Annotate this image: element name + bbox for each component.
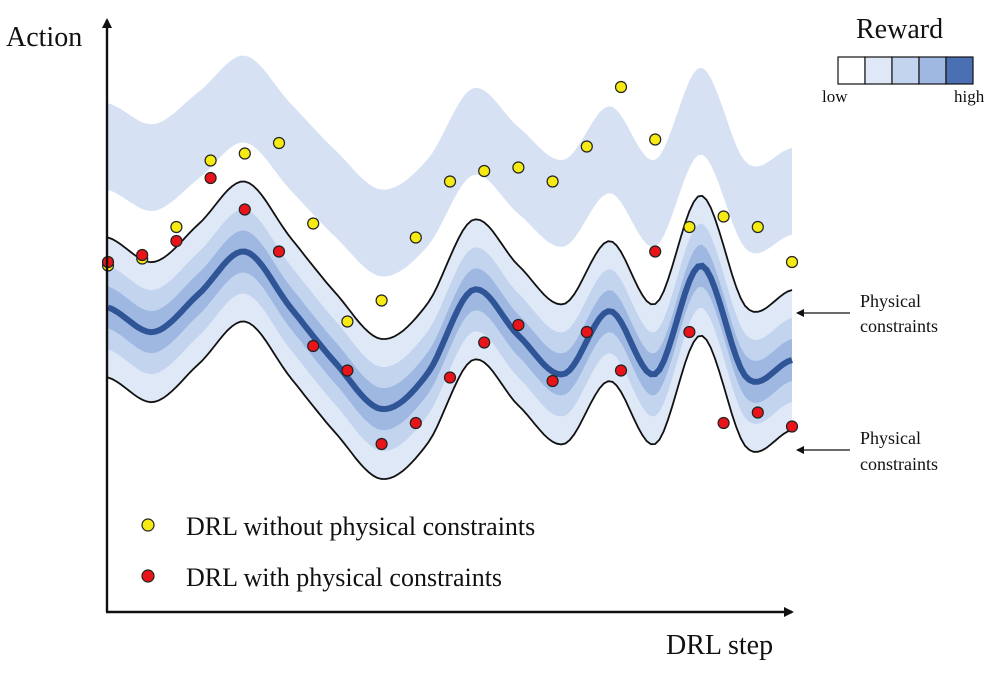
point-with-constraints bbox=[614, 364, 628, 377]
point-with-constraints bbox=[409, 416, 422, 430]
point-with-constraints bbox=[785, 420, 799, 433]
reward-swatch bbox=[918, 56, 947, 85]
x-axis-label: DRL step bbox=[666, 630, 773, 661]
point-without-constraints bbox=[785, 255, 799, 269]
legend-red-dot bbox=[141, 569, 155, 583]
point-without-constraints bbox=[683, 220, 696, 234]
y-axis-label: Action bbox=[6, 22, 82, 53]
unconstrained-action-band bbox=[108, 55, 792, 277]
point-without-constraints bbox=[341, 315, 354, 328]
point-with-constraints bbox=[307, 339, 320, 353]
point-with-constraints bbox=[649, 245, 662, 258]
reward-legend-low: low bbox=[822, 87, 848, 106]
point-without-constraints bbox=[375, 294, 388, 307]
legend-with-label: DRL with physical constraints bbox=[186, 563, 502, 592]
legend-without-label: DRL without physical constraints bbox=[186, 512, 535, 541]
point-with-constraints bbox=[717, 416, 730, 430]
point-without-constraints bbox=[751, 220, 764, 234]
point-without-constraints bbox=[409, 231, 422, 244]
reward-swatch bbox=[891, 56, 920, 85]
point-without-constraints bbox=[238, 147, 251, 160]
point-with-constraints bbox=[204, 171, 217, 185]
point-with-constraints bbox=[136, 248, 149, 262]
points-without-constraints bbox=[101, 80, 799, 328]
point-without-constraints bbox=[170, 220, 183, 234]
point-without-constraints bbox=[478, 164, 491, 178]
upper-constraint-label-line2: constraints bbox=[860, 316, 938, 336]
point-with-constraints bbox=[170, 234, 183, 248]
point-without-constraints bbox=[204, 154, 217, 167]
upper-physical-constraint-line bbox=[107, 180, 793, 340]
point-with-constraints bbox=[683, 325, 696, 339]
point-without-constraints bbox=[717, 210, 730, 223]
reward-legend: Reward low high bbox=[822, 14, 985, 106]
point-with-constraints bbox=[272, 245, 286, 258]
upper-constraint-annotation: Physical constraints bbox=[796, 291, 938, 336]
reward-swatches bbox=[837, 56, 974, 85]
point-with-constraints bbox=[546, 374, 559, 388]
point-with-constraints bbox=[512, 318, 525, 332]
reward-swatch bbox=[837, 56, 866, 85]
lower-physical-constraint-line bbox=[107, 320, 793, 480]
optimal-action-line bbox=[106, 248, 793, 412]
reward-swatch bbox=[864, 56, 893, 85]
upper-constraint-label-line1: Physical bbox=[860, 291, 921, 311]
point-with-constraints bbox=[443, 371, 457, 384]
point-without-constraints bbox=[546, 175, 559, 188]
point-with-constraints bbox=[580, 325, 593, 339]
reward-legend-title: Reward bbox=[856, 14, 943, 45]
points-legend: DRL without physical constraints DRL wit… bbox=[141, 512, 535, 592]
point-with-constraints bbox=[478, 336, 491, 349]
reward-swatch bbox=[945, 56, 974, 85]
point-without-constraints bbox=[443, 175, 457, 188]
points-with-constraints bbox=[101, 171, 799, 451]
point-without-constraints bbox=[272, 136, 286, 150]
lower-constraint-label-line2: constraints bbox=[860, 454, 938, 474]
point-without-constraints bbox=[512, 161, 525, 174]
point-with-constraints bbox=[751, 406, 764, 419]
lower-constraint-label-line1: Physical bbox=[860, 428, 921, 448]
point-with-constraints bbox=[375, 437, 388, 451]
legend-yellow-dot bbox=[141, 518, 155, 532]
point-without-constraints bbox=[307, 217, 320, 230]
reward-legend-high: high bbox=[954, 87, 985, 106]
point-without-constraints bbox=[580, 140, 593, 153]
point-without-constraints bbox=[649, 133, 662, 146]
point-with-constraints bbox=[341, 364, 354, 377]
point-with-constraints bbox=[238, 203, 251, 216]
point-without-constraints bbox=[614, 80, 628, 94]
lower-constraint-annotation: Physical constraints bbox=[796, 428, 938, 474]
